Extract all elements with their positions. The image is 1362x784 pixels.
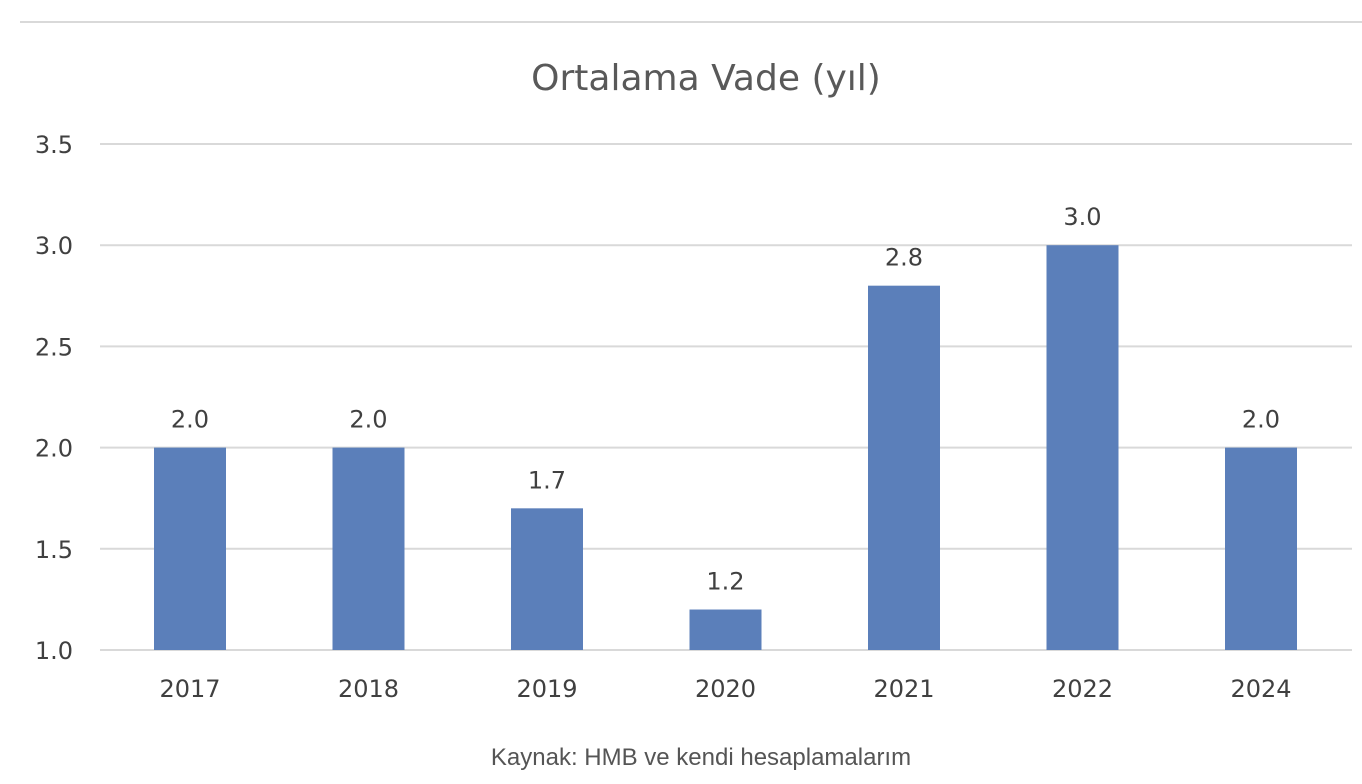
grid-lines: [100, 143, 1352, 651]
data-label: 3.0: [1063, 203, 1101, 231]
x-tick-label: 2018: [338, 675, 399, 703]
x-tick-label: 2019: [516, 675, 577, 703]
data-label: 1.2: [706, 568, 744, 596]
source-caption: Kaynak: HMB ve kendi hesaplamalarım: [490, 744, 912, 771]
y-tick-label: 3.5: [35, 131, 73, 159]
bar: [689, 609, 762, 650]
data-labels: 2.0 2.0 1.7 1.2 2.8 3.0 2.0: [171, 203, 1280, 595]
data-label: 1.7: [528, 466, 566, 494]
y-axis-tick-labels: 1.0 1.5 2.0 2.5 3.0 3.5: [35, 131, 73, 665]
x-tick-label: 2017: [159, 675, 220, 703]
bar: [1046, 245, 1119, 650]
y-tick-label: 1.0: [35, 637, 73, 665]
y-tick-label: 2.5: [35, 333, 73, 361]
y-tick-label: 3.0: [35, 232, 73, 260]
x-tick-label: 2024: [1230, 675, 1291, 703]
bar: [154, 447, 226, 650]
bar: [1225, 447, 1297, 650]
bar-chart: Ortalama Vade (yıl) 1.0 1.5 2.0 2.5 3.0 3.5 2…: [20, 21, 1362, 703]
y-tick-label: 2.0: [35, 435, 73, 463]
y-tick-label: 1.5: [35, 536, 73, 564]
x-axis-tick-labels: 2017 2018 2019 2020 2021 2022 2024: [159, 675, 1291, 703]
data-label: 2.0: [171, 406, 209, 434]
data-label: 2.0: [1242, 406, 1280, 434]
bar: [511, 508, 583, 650]
bar: [332, 447, 405, 650]
data-label: 2.0: [349, 406, 387, 434]
chart-title: Ortalama Vade (yıl): [531, 58, 881, 99]
x-tick-label: 2021: [873, 675, 934, 703]
x-tick-label: 2020: [695, 675, 756, 703]
x-tick-label: 2022: [1052, 675, 1113, 703]
bars: [154, 245, 1297, 650]
data-label: 2.8: [885, 244, 923, 272]
bar: [868, 285, 940, 650]
